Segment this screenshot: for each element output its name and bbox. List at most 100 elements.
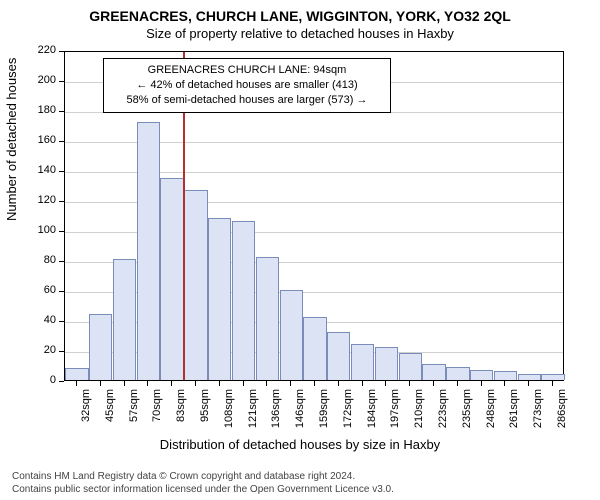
histogram-bar: [65, 368, 88, 380]
x-tick: [290, 381, 291, 386]
chart-container: GREENACRES, CHURCH LANE, WIGGINTON, YORK…: [0, 0, 600, 500]
x-tick-label: 197sqm: [389, 389, 401, 433]
x-tick-label: 83sqm: [175, 389, 187, 433]
histogram-bar: [518, 374, 541, 380]
histogram-bar: [256, 257, 279, 380]
histogram-bar: [303, 317, 326, 380]
y-tick: [59, 81, 64, 82]
page-subtitle: Size of property relative to detached ho…: [12, 26, 588, 41]
x-tick-label: 159sqm: [318, 389, 330, 433]
footer-line-2: Contains public sector information licen…: [12, 483, 394, 496]
y-tick: [59, 321, 64, 322]
x-tick-label: 32sqm: [80, 389, 92, 433]
x-tick: [76, 381, 77, 386]
x-axis-title: Distribution of detached houses by size …: [12, 437, 588, 452]
x-tick: [338, 381, 339, 386]
y-tick-label: 80: [28, 254, 56, 266]
y-tick: [59, 51, 64, 52]
y-tick-label: 140: [28, 164, 56, 176]
histogram-bar: [160, 178, 183, 381]
chart-area: Number of detached houses GREENACRES CHU…: [12, 41, 588, 421]
x-tick: [552, 381, 553, 386]
footer-attribution: Contains HM Land Registry data © Crown c…: [12, 470, 394, 496]
info-line-3: 58% of semi-detached houses are larger (…: [110, 93, 384, 108]
x-tick: [243, 381, 244, 386]
x-tick-label: 146sqm: [294, 389, 306, 433]
x-tick: [171, 381, 172, 386]
histogram-bar: [351, 344, 374, 380]
x-tick: [481, 381, 482, 386]
y-tick-label: 60: [28, 284, 56, 296]
x-tick-label: 235sqm: [461, 389, 473, 433]
histogram-bar: [113, 259, 136, 381]
x-tick-label: 273sqm: [532, 389, 544, 433]
y-tick-label: 0: [28, 374, 56, 386]
histogram-bar: [280, 290, 303, 380]
x-tick-label: 184sqm: [366, 389, 378, 433]
histogram-bar: [399, 353, 422, 380]
x-tick-label: 121sqm: [247, 389, 259, 433]
histogram-bar: [137, 122, 160, 380]
x-tick: [433, 381, 434, 386]
x-tick-label: 57sqm: [128, 389, 140, 433]
y-tick-label: 200: [28, 74, 56, 86]
y-tick: [59, 231, 64, 232]
histogram-bar: [494, 371, 517, 380]
x-tick-label: 210sqm: [413, 389, 425, 433]
y-tick-label: 180: [28, 104, 56, 116]
x-tick: [409, 381, 410, 386]
x-tick: [124, 381, 125, 386]
y-tick-label: 220: [28, 44, 56, 56]
histogram-bar: [541, 374, 564, 380]
x-tick: [385, 381, 386, 386]
footer-line-1: Contains HM Land Registry data © Crown c…: [12, 470, 394, 483]
x-tick: [266, 381, 267, 386]
y-tick: [59, 261, 64, 262]
y-tick: [59, 171, 64, 172]
histogram-bar: [327, 332, 350, 380]
page-title: GREENACRES, CHURCH LANE, WIGGINTON, YORK…: [12, 8, 588, 24]
x-tick: [219, 381, 220, 386]
plot-region: GREENACRES CHURCH LANE: 94sqm ← 42% of d…: [64, 51, 564, 381]
histogram-bar: [184, 190, 207, 381]
y-tick: [59, 381, 64, 382]
x-tick-label: 172sqm: [342, 389, 354, 433]
x-tick-label: 108sqm: [223, 389, 235, 433]
x-tick-label: 45sqm: [104, 389, 116, 433]
y-tick-label: 20: [28, 344, 56, 356]
y-axis-title: Number of detached houses: [4, 58, 19, 221]
y-tick-label: 120: [28, 194, 56, 206]
x-tick-label: 70sqm: [151, 389, 163, 433]
x-tick: [504, 381, 505, 386]
y-tick: [59, 351, 64, 352]
y-tick: [59, 111, 64, 112]
histogram-bar: [470, 370, 493, 381]
histogram-bar: [208, 218, 231, 380]
info-box: GREENACRES CHURCH LANE: 94sqm ← 42% of d…: [103, 58, 391, 113]
x-tick-label: 136sqm: [270, 389, 282, 433]
x-tick-label: 223sqm: [437, 389, 449, 433]
x-tick-label: 286sqm: [556, 389, 568, 433]
x-tick: [314, 381, 315, 386]
x-tick: [100, 381, 101, 386]
histogram-bar: [375, 347, 398, 380]
y-tick-label: 100: [28, 224, 56, 236]
y-tick-label: 40: [28, 314, 56, 326]
x-tick-label: 95sqm: [199, 389, 211, 433]
histogram-bar: [422, 364, 445, 381]
x-tick-label: 248sqm: [485, 389, 497, 433]
x-tick-label: 261sqm: [508, 389, 520, 433]
y-tick: [59, 291, 64, 292]
info-line-1: GREENACRES CHURCH LANE: 94sqm: [110, 63, 384, 78]
x-tick: [195, 381, 196, 386]
histogram-bar: [89, 314, 112, 380]
y-tick-label: 160: [28, 134, 56, 146]
x-tick: [147, 381, 148, 386]
x-tick: [362, 381, 363, 386]
y-tick: [59, 141, 64, 142]
info-line-2: ← 42% of detached houses are smaller (41…: [110, 78, 384, 93]
x-tick: [528, 381, 529, 386]
histogram-bar: [446, 367, 469, 381]
x-tick: [457, 381, 458, 386]
y-tick: [59, 201, 64, 202]
